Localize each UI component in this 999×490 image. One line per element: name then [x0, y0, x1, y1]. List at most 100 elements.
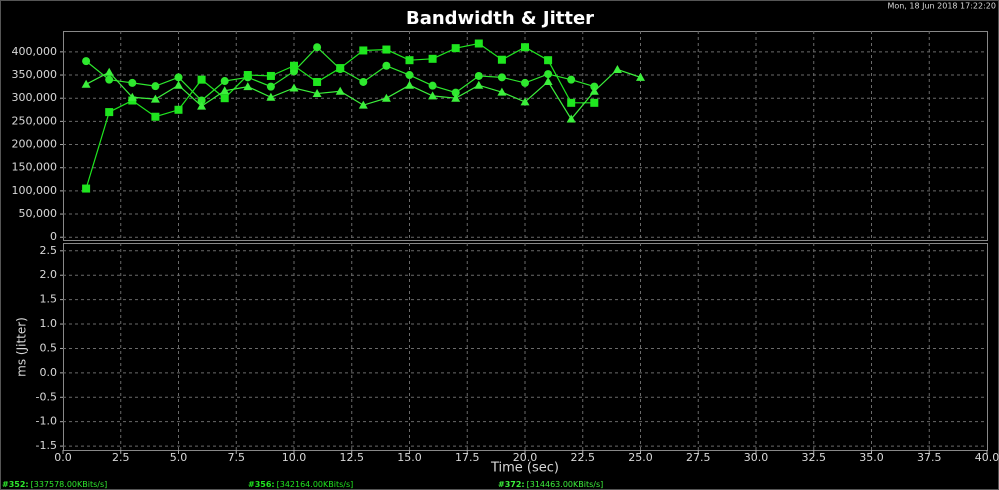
point	[105, 108, 114, 117]
y-tick-label: 200,000	[12, 138, 58, 151]
chart-title: Bandwidth & Jitter	[406, 8, 594, 29]
point	[543, 77, 553, 86]
point	[335, 86, 345, 95]
x-tick-label: 40.0	[975, 451, 999, 464]
point	[474, 39, 483, 48]
x-tick-label: 27.5	[686, 451, 711, 464]
point	[220, 94, 229, 103]
y-tick-label: 50,000	[19, 207, 58, 220]
point	[359, 46, 368, 55]
point	[127, 92, 137, 101]
point	[451, 44, 460, 53]
timestamp: Mon, 18 Jun 2018 17:22:20	[887, 2, 996, 11]
point	[381, 93, 391, 102]
x-tick-label: 5.0	[170, 451, 188, 464]
x-tick-label: 20.0	[513, 451, 538, 464]
y-tick-label: 100,000	[12, 184, 58, 197]
point	[243, 82, 253, 91]
legend-entry: #372: [314463.00KBits/s]	[498, 480, 603, 489]
point	[428, 54, 437, 63]
y-tick-label: 0	[50, 230, 57, 243]
y-tick-label: 250,000	[12, 114, 58, 127]
point	[82, 57, 91, 66]
legend-name: #372:	[498, 480, 525, 489]
x-tick-label: 7.5	[228, 451, 246, 464]
x-tick-label: 12.5	[340, 451, 365, 464]
point	[521, 78, 529, 87]
point	[174, 73, 183, 82]
x-tick-label: 15.0	[397, 451, 422, 464]
point	[150, 94, 160, 103]
point	[474, 80, 484, 89]
x-tick-label: 30.0	[744, 451, 769, 464]
point	[266, 71, 275, 80]
y-tick-label: 2.0	[40, 268, 58, 281]
y-axis-label: ms (Jitter)	[15, 317, 29, 377]
point	[544, 56, 553, 65]
x-tick-label: 37.5	[917, 451, 942, 464]
point	[382, 45, 391, 54]
y-tick-label: 1.5	[40, 293, 58, 306]
point	[497, 73, 506, 82]
point	[312, 89, 322, 98]
y-tick-label: 0.0	[40, 366, 58, 379]
legend-summary: [337578.00KBits/s]	[31, 480, 108, 489]
legend-entry: #352: [337578.00KBits/s]	[2, 480, 107, 489]
point	[197, 96, 206, 105]
y-tick-label: 2.5	[40, 244, 58, 257]
legend-entry: #356: [342164.00KBits/s]	[248, 480, 353, 489]
point	[428, 81, 437, 90]
y-tick-label: 300,000	[12, 91, 58, 104]
point	[128, 78, 137, 87]
point	[243, 71, 252, 80]
point	[290, 61, 298, 70]
point	[474, 71, 483, 80]
y-tick-label: -0.5	[36, 390, 57, 403]
legend-summary: [342164.00KBits/s]	[277, 480, 354, 489]
point	[105, 75, 114, 84]
point	[266, 92, 276, 101]
point	[451, 93, 461, 102]
point	[451, 88, 460, 97]
x-tick-label: 10.0	[282, 451, 307, 464]
x-tick-label: 17.5	[455, 451, 480, 464]
x-tick-label: 22.5	[571, 451, 596, 464]
point	[266, 82, 275, 91]
point	[521, 43, 529, 52]
point	[81, 79, 91, 88]
point	[544, 70, 553, 79]
y-tick-label: -1.5	[36, 439, 57, 452]
legend-name: #352:	[2, 480, 29, 489]
point	[82, 184, 91, 193]
point	[359, 77, 368, 86]
point	[567, 75, 576, 84]
point	[612, 64, 622, 73]
point	[151, 82, 160, 91]
point	[197, 75, 206, 84]
point	[566, 114, 576, 123]
point	[589, 86, 599, 95]
x-tick-label: 25.0	[628, 451, 653, 464]
point	[590, 98, 599, 107]
point	[636, 72, 645, 81]
legend-summary: [314463.00KBits/s]	[527, 480, 604, 489]
point	[220, 77, 229, 86]
point	[405, 80, 414, 89]
point	[151, 112, 160, 121]
point	[520, 97, 530, 106]
y-tick-label: 350,000	[12, 68, 58, 81]
point	[405, 71, 414, 80]
y-tick-label: 1.0	[40, 317, 58, 330]
point	[104, 67, 114, 76]
point	[382, 61, 391, 70]
point	[497, 87, 507, 96]
x-tick-label: 32.5	[802, 451, 827, 464]
y-tick-label: 0.5	[40, 341, 58, 354]
point	[336, 64, 345, 73]
point	[174, 105, 183, 114]
y-tick-label: 400,000	[12, 45, 58, 58]
point	[197, 101, 207, 110]
y-tick-label: 150,000	[12, 161, 58, 174]
point	[174, 80, 183, 89]
